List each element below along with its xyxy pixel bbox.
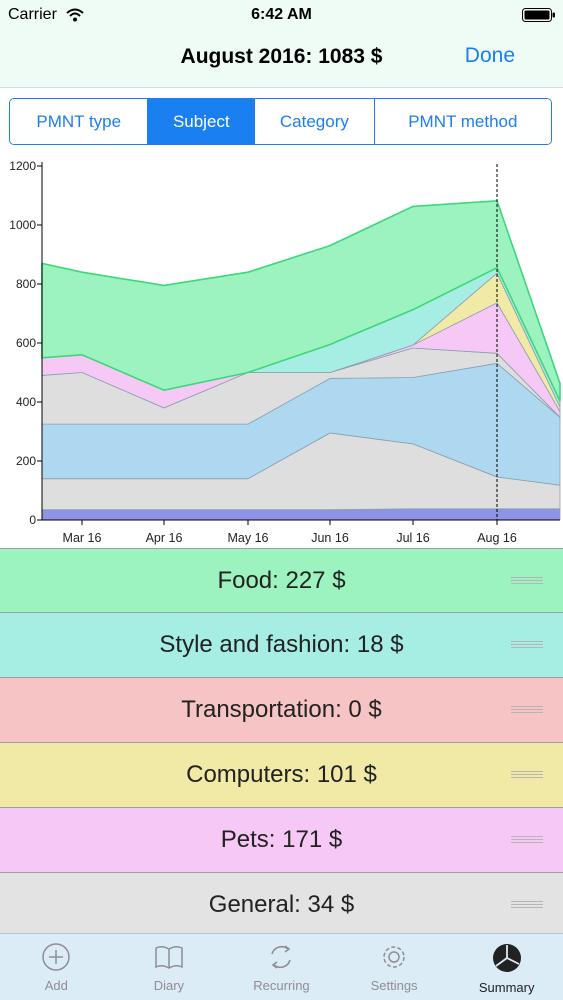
y-tick-label: 400 bbox=[16, 395, 36, 409]
y-tick-label: 1000 bbox=[9, 218, 36, 232]
tab-label: Recurring bbox=[253, 978, 310, 993]
category-label: Food: 227 $ bbox=[217, 566, 346, 594]
drag-handle-icon[interactable] bbox=[511, 771, 543, 781]
book-icon bbox=[153, 942, 185, 978]
battery-icon bbox=[522, 8, 555, 22]
category-label: Transportation: 0 $ bbox=[181, 696, 382, 723]
tab-add[interactable]: Add bbox=[0, 934, 113, 1000]
tab-settings[interactable]: Settings bbox=[338, 934, 451, 1000]
category-row[interactable]: Transportation: 0 $ bbox=[0, 678, 563, 743]
add-icon bbox=[41, 942, 71, 978]
category-row[interactable]: General: 34 $ bbox=[0, 873, 563, 938]
x-tick-label: May 16 bbox=[228, 531, 269, 545]
x-tick-label: Apr 16 bbox=[146, 531, 183, 545]
y-tick-label: 0 bbox=[29, 513, 36, 527]
category-row[interactable]: Food: 227 $ bbox=[0, 548, 563, 613]
segment-pmnt-method[interactable]: PMNT method bbox=[374, 99, 551, 144]
category-row[interactable]: Computers: 101 $ bbox=[0, 743, 563, 808]
drag-handle-icon[interactable] bbox=[511, 901, 543, 911]
segment-pmnt-type[interactable]: PMNT type bbox=[10, 99, 149, 144]
area-series-food bbox=[41, 199, 561, 402]
category-label: General: 34 $ bbox=[208, 891, 355, 918]
carrier-label: Carrier bbox=[8, 6, 57, 23]
done-button[interactable]: Done bbox=[464, 44, 515, 67]
y-tick-label: 800 bbox=[16, 277, 36, 291]
x-tick-label: Aug 16 bbox=[477, 531, 517, 545]
category-row[interactable]: Pets: 171 $ bbox=[0, 808, 563, 873]
status-time: 6:42 AM bbox=[251, 6, 312, 23]
x-tick-label: Jul 16 bbox=[396, 531, 429, 545]
segment-category[interactable]: Category bbox=[255, 99, 375, 144]
page-title: August 2016: 1083 $ bbox=[180, 45, 383, 68]
tab-label: Diary bbox=[153, 978, 185, 993]
tab-diary[interactable]: Diary bbox=[113, 934, 226, 1000]
tab-label: Add bbox=[44, 978, 68, 993]
category-label: Computers: 101 $ bbox=[186, 761, 377, 788]
tab-label: Settings bbox=[370, 978, 418, 993]
y-tick-label: 200 bbox=[16, 454, 36, 468]
wifi-icon bbox=[66, 8, 84, 22]
area-series-layer-0 bbox=[41, 508, 561, 521]
tab-bar: Add Diary Recurring Settings Summary bbox=[0, 933, 563, 1000]
category-row[interactable]: Style and fashion: 18 $ bbox=[0, 613, 563, 678]
category-label: Pets: 171 $ bbox=[220, 826, 343, 853]
tab-summary[interactable]: Summary bbox=[450, 934, 563, 1000]
segment-subject[interactable]: Subject bbox=[148, 99, 256, 144]
pie-chart-icon bbox=[491, 942, 523, 980]
stacked-area-chart[interactable]: 0 200 400 600 800 1000 1200 Mar 16 Apr 16 May 16 J… bbox=[0, 152, 563, 548]
drag-handle-icon[interactable] bbox=[511, 577, 543, 587]
drag-handle-icon[interactable] bbox=[511, 641, 543, 651]
y-tick-label: 600 bbox=[16, 336, 36, 350]
nav-bar: August 2016: 1083 $ Done bbox=[0, 30, 563, 88]
drag-handle-icon[interactable] bbox=[511, 706, 543, 716]
drag-handle-icon[interactable] bbox=[511, 836, 543, 846]
category-label: Style and fashion: 18 $ bbox=[159, 631, 404, 658]
status-bar: Carrier 6:42 AM bbox=[0, 0, 563, 30]
tab-label: Summary bbox=[478, 980, 535, 995]
y-tick-label: 1200 bbox=[9, 159, 36, 173]
subject-segmented-control: PMNT type Subject Category PMNT method bbox=[9, 98, 552, 145]
recurring-icon bbox=[266, 942, 296, 978]
x-tick-label: Mar 16 bbox=[63, 531, 102, 545]
x-tick-label: Jun 16 bbox=[311, 531, 349, 545]
gear-icon bbox=[379, 942, 409, 978]
tab-recurring[interactable]: Recurring bbox=[225, 934, 338, 1000]
category-list: Food: 227 $ Style and fashion: 18 $ Transp… bbox=[0, 548, 563, 938]
